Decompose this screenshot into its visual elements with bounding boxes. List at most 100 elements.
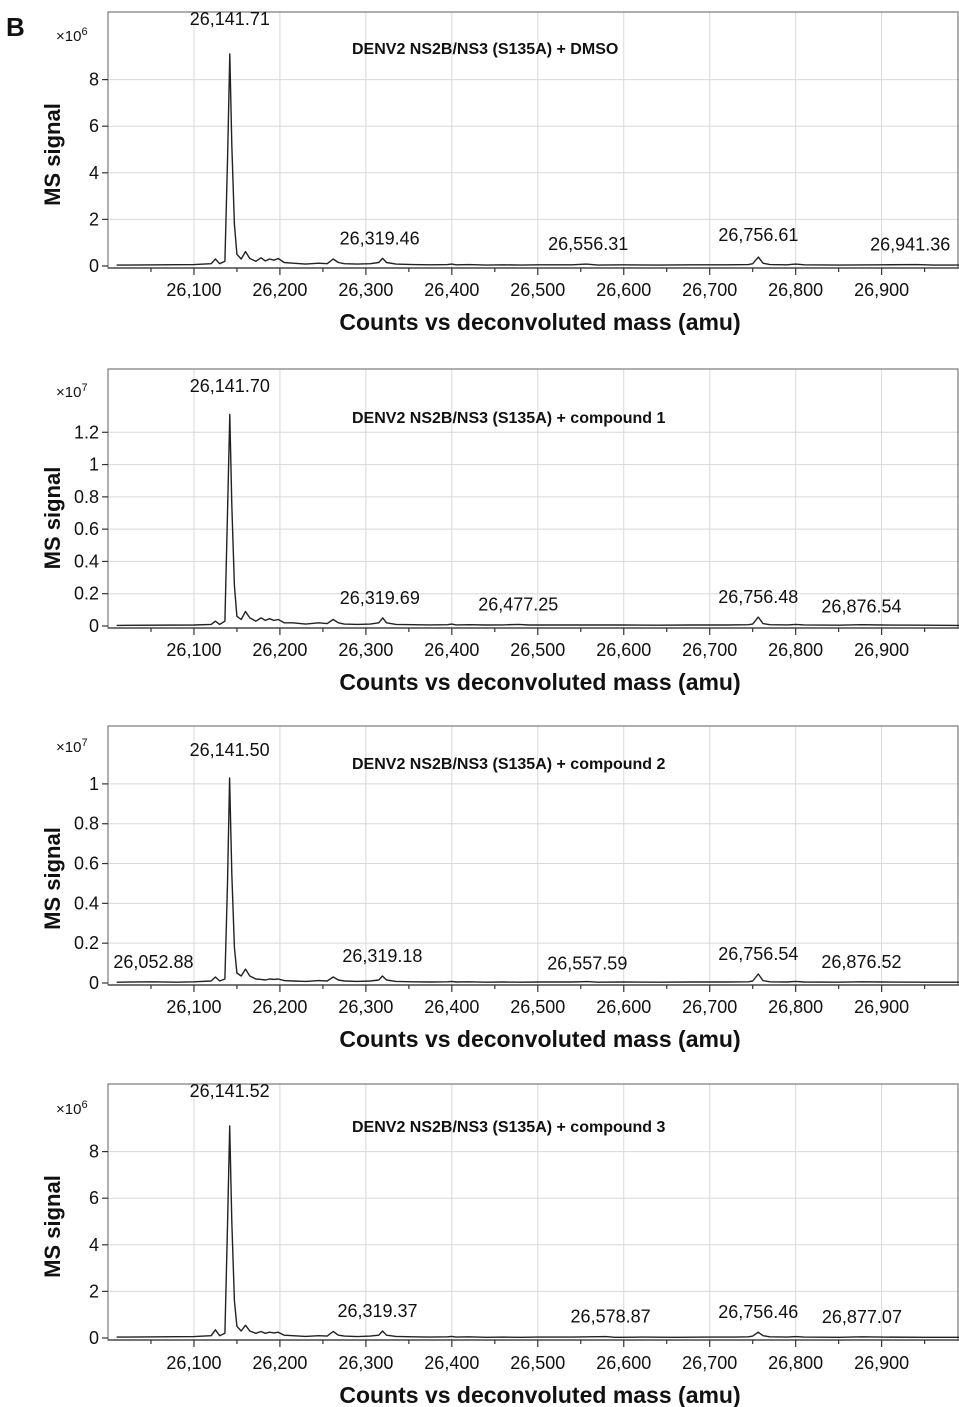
chart-title: DENV2 NS2B/NS3 (S135A) + compound 3 [352,1119,666,1136]
x-tick-label: 26,600 [596,997,651,1017]
peak-label: 26,877.07 [822,1307,902,1327]
x-tick-label: 26,700 [682,280,737,300]
peak-label: 26,941.36 [870,235,950,255]
peak-label: 26,556.31 [548,234,628,254]
x-tick-label: 26,700 [682,1353,737,1373]
x-axis-label: Counts vs deconvoluted mass (amu) [339,309,740,335]
chart-title: DENV2 NS2B/NS3 (S135A) + compound 2 [352,756,666,773]
x-tick-label: 26,200 [252,997,307,1017]
y-tick-label: 8 [89,70,99,90]
y-tick-label: 6 [89,116,99,136]
x-tick-label: 26,800 [768,640,823,660]
x-tick-label: 26,300 [338,640,393,660]
y-tick-label: 1 [89,774,99,794]
y-tick-label: 1.2 [74,422,99,442]
x-tick-label: 26,300 [338,997,393,1017]
y-tick-label: 0.8 [74,814,99,834]
peak-label: 26,756.54 [718,944,798,964]
y-tick-label: 8 [89,1142,99,1162]
x-tick-label: 26,100 [166,997,221,1017]
x-tick-label: 26,600 [596,280,651,300]
peak-label: 26,319.69 [340,588,420,608]
peak-label: 26,876.54 [821,597,901,617]
x-axis-label: Counts vs deconvoluted mass (amu) [339,669,740,695]
x-tick-label: 26,300 [338,1353,393,1373]
x-tick-label: 26,800 [768,1353,823,1373]
y-tick-label: 4 [89,163,99,183]
series-line [116,53,959,266]
x-tick-label: 26,900 [854,280,909,300]
series-line [116,777,959,983]
x-tick-label: 26,400 [424,1353,479,1373]
x-tick-label: 26,400 [424,280,479,300]
x-tick-label: 26,900 [854,640,909,660]
x-tick-label: 26,100 [166,280,221,300]
x-tick-label: 26,700 [682,640,737,660]
peak-label: 26,319.37 [337,1301,417,1321]
x-tick-label: 26,500 [510,640,565,660]
y-multiplier: ×107 [56,737,88,756]
y-tick-label: 0 [89,256,99,276]
y-tick-label: 0 [89,616,99,636]
x-tick-label: 26,100 [166,1353,221,1373]
y-tick-label: 4 [89,1235,99,1255]
chart-panel-3: 0 0.2 0.4 0.6 0.8 1 26,100 26,200 26,300 26,400 26… [40,725,959,1052]
peak-label: 26,141.52 [190,1081,270,1101]
y-axis-label: MS signal [40,827,65,930]
y-tick-label: 0.8 [74,487,99,507]
y-axis-label: MS signal [40,467,65,570]
x-tick-label: 26,100 [166,640,221,660]
y-tick-label: 0.6 [74,854,99,874]
x-tick-label: 26,600 [596,640,651,660]
y-multiplier: ×106 [56,1099,88,1118]
peak-label: 26,756.46 [718,1302,798,1322]
y-tick-label: 0.4 [74,551,99,571]
chart-panel-4: 0 2 4 6 8 26,100 26,200 26,300 26,400 26,500 26,60… [40,1081,959,1407]
peak-label: 26,052.88 [113,952,193,972]
peak-label: 26,756.48 [718,587,798,607]
y-multiplier: ×107 [56,382,88,401]
y-tick-label: 2 [89,1281,99,1301]
x-tick-label: 26,300 [338,280,393,300]
x-tick-label: 26,700 [682,997,737,1017]
x-tick-label: 26,500 [510,1353,565,1373]
panel-letter: B [6,12,25,42]
x-tick-label: 26,900 [854,997,909,1017]
x-tick-label: 26,200 [252,1353,307,1373]
x-tick-label: 26,400 [424,997,479,1017]
peak-label: 26,477.25 [478,594,558,614]
peak-label: 26,319.18 [342,946,422,966]
x-tick-label: 26,400 [424,640,479,660]
y-tick-label: 2 [89,209,99,229]
peak-label: 26,756.61 [718,225,798,245]
y-tick-label: 0 [89,1328,99,1348]
y-tick-label: 0.2 [74,584,99,604]
peak-label: 26,319.46 [340,228,420,248]
peak-label: 26,578.87 [571,1307,651,1327]
y-axis-label: MS signal [40,103,65,206]
chart-panel-1: 0 2 4 6 8 26,100 26,200 26,300 26,400 26,500 26,60… [40,9,959,335]
peak-label: 26,141.70 [190,376,270,396]
y-tick-label: 0.2 [74,933,99,953]
peak-label: 26,141.71 [190,9,270,29]
x-axis-label: Counts vs deconvoluted mass (amu) [339,1382,740,1407]
chart-title: DENV2 NS2B/NS3 (S135A) + compound 1 [352,410,666,427]
x-tick-label: 26,500 [510,997,565,1017]
x-tick-label: 26,200 [252,640,307,660]
series-line [116,413,959,627]
x-tick-label: 26,200 [252,280,307,300]
peak-label: 26,557.59 [547,954,627,974]
series-line [116,1125,959,1339]
y-tick-label: 6 [89,1188,99,1208]
y-multiplier: ×106 [56,26,88,45]
x-tick-label: 26,900 [854,1353,909,1373]
peak-label: 26,141.50 [190,740,270,760]
y-tick-label: 0.6 [74,519,99,539]
x-tick-label: 26,500 [510,280,565,300]
chart-panel-2: 0 0.2 0.4 0.6 0.8 1 1.2 26,100 26,200 26,300 26,40… [40,368,959,695]
chart-title: DENV2 NS2B/NS3 (S135A) + DMSO [352,41,618,58]
x-tick-label: 26,800 [768,280,823,300]
y-tick-label: 0 [89,973,99,993]
x-tick-label: 26,600 [596,1353,651,1373]
x-tick-label: 26,800 [768,997,823,1017]
